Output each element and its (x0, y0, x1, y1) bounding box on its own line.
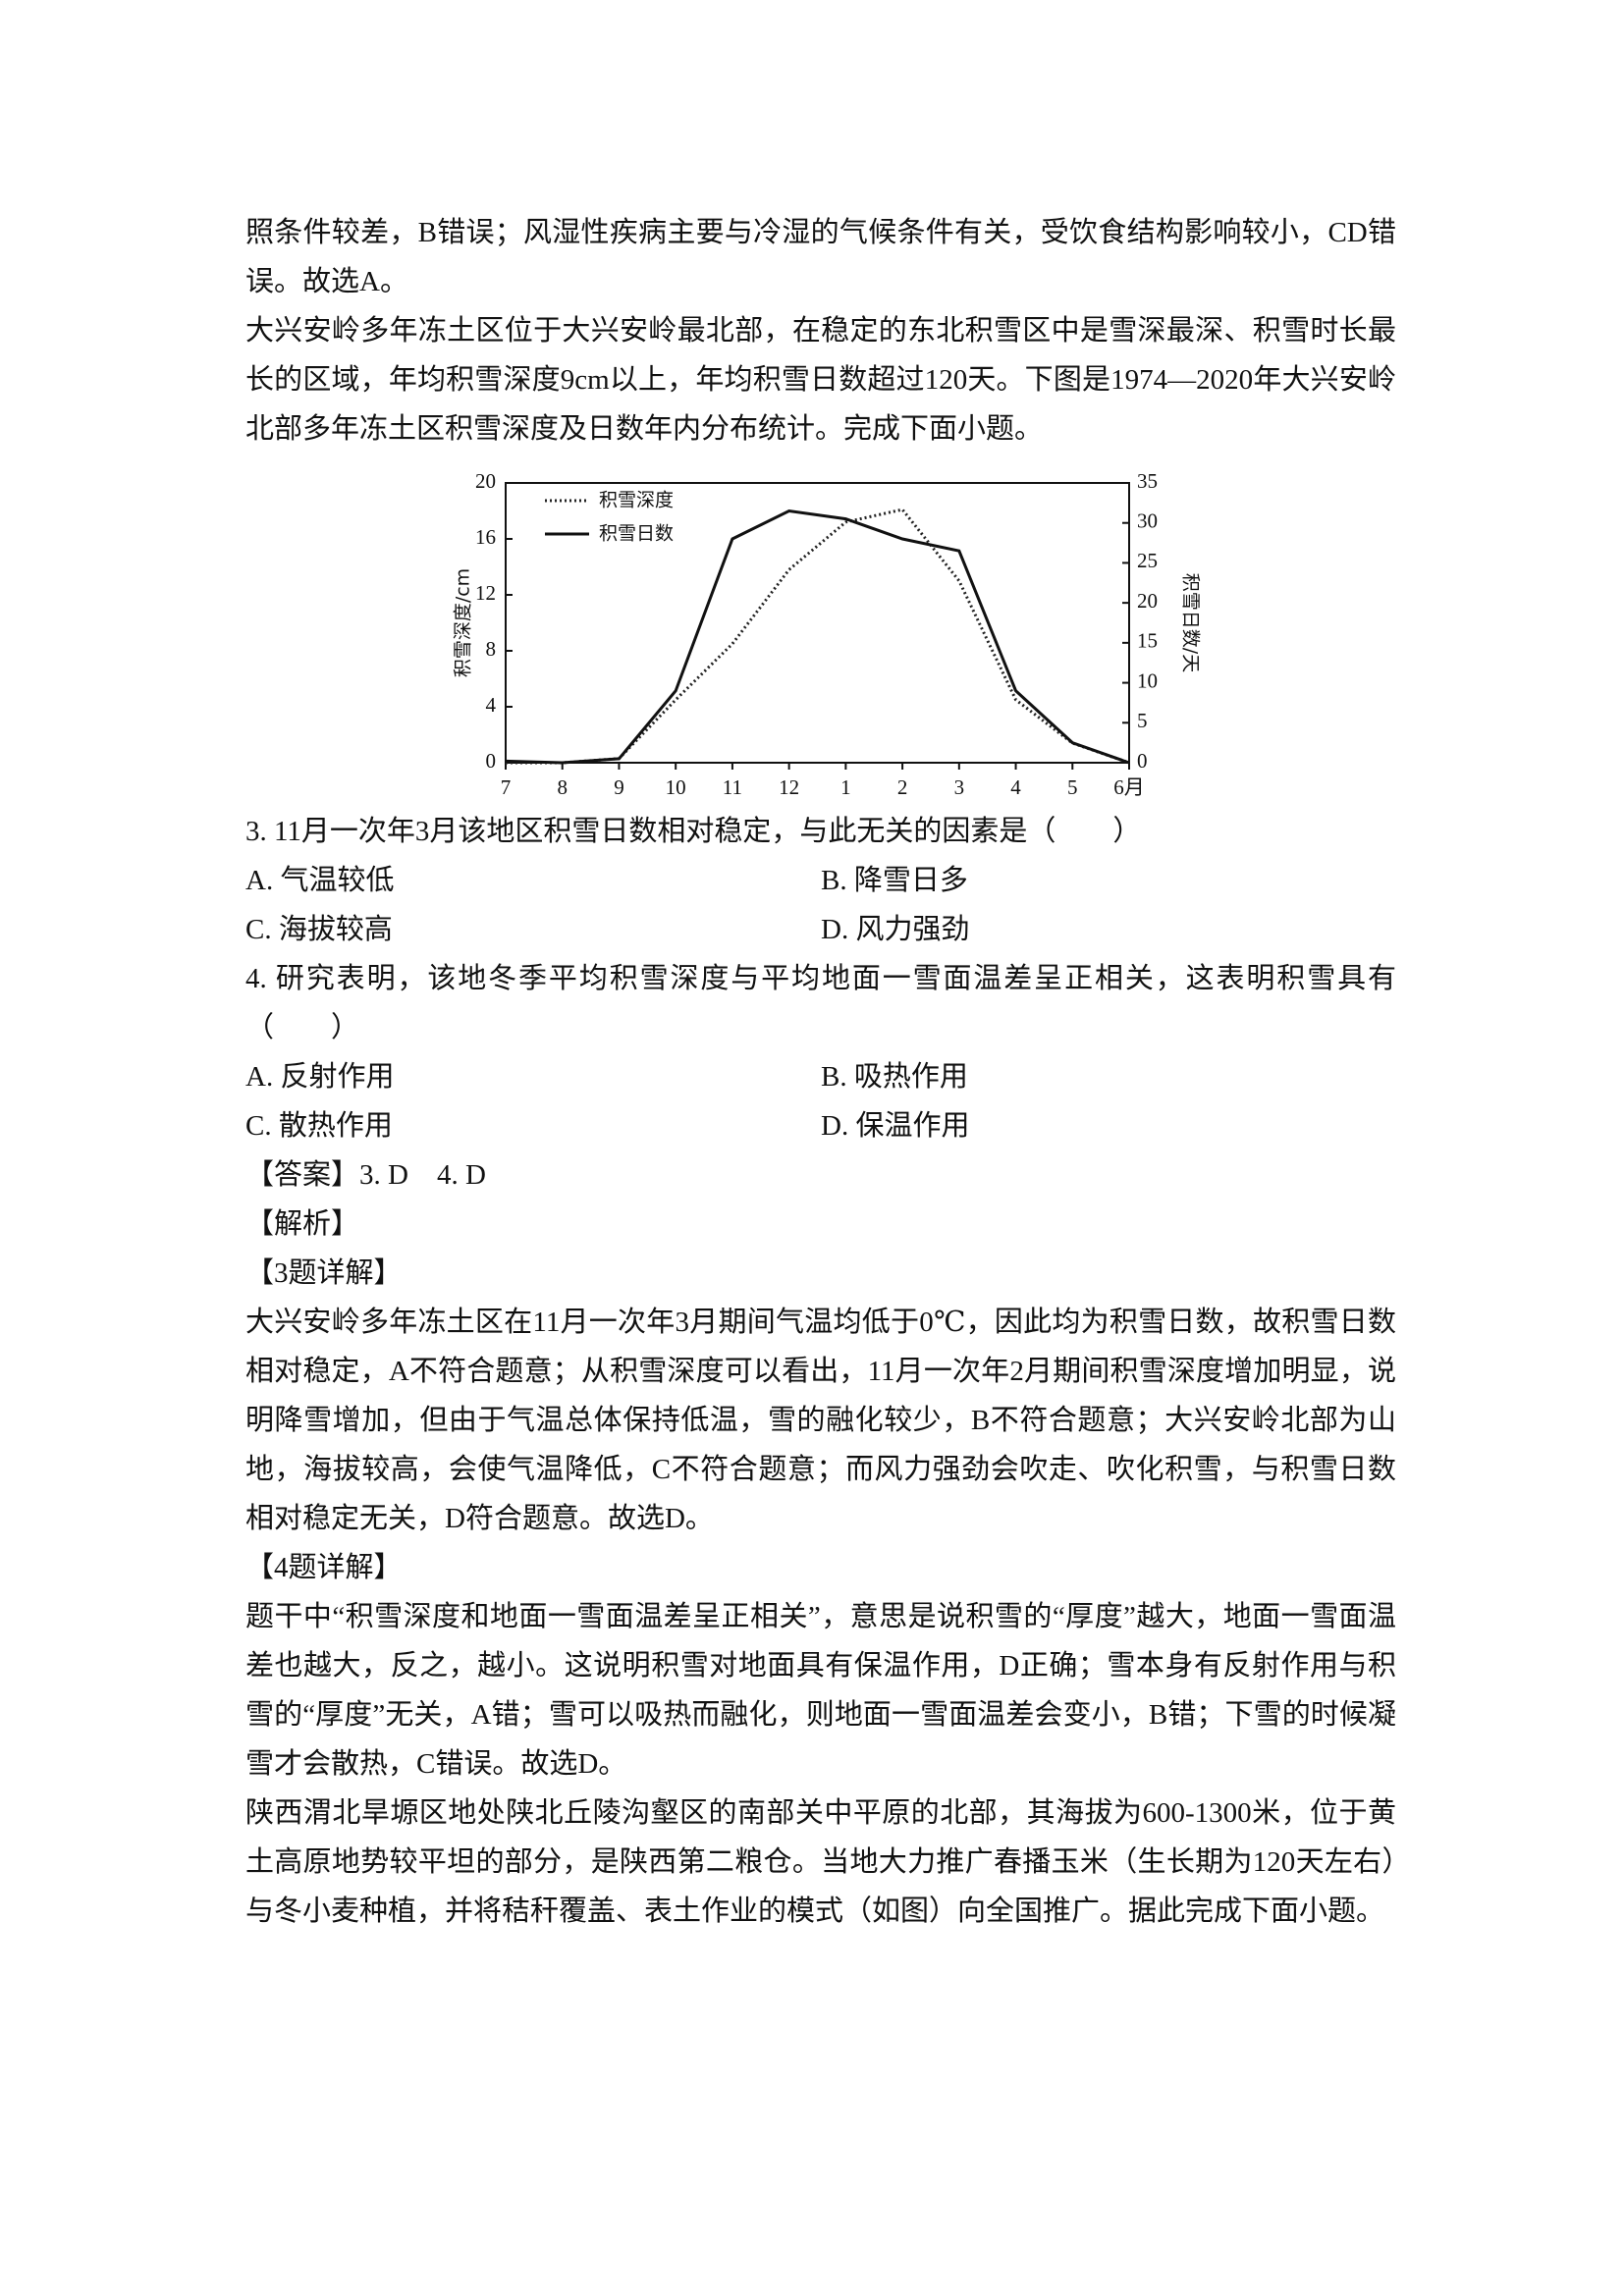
y2-tick-label: 5 (1137, 709, 1148, 732)
y-tick-label: 16 (475, 525, 496, 549)
paragraph: 题干中“积雪深度和地面一雪面温差呈正相关”，意思是说积雪的“厚度”越大，地面一雪… (245, 1601, 1396, 1780)
option: A. 气温较低 (245, 865, 395, 896)
x-tick-label: 8 (557, 775, 568, 799)
option: D. 保温作用 (821, 1110, 970, 1142)
x-tick-label: 6月 (1113, 775, 1145, 799)
paragraph: 照条件较差，B错误；风湿性疾病主要与冷湿的气候条件有关，受饮食结构影响较小，CD… (245, 217, 1396, 297)
x-tick-label: 9 (614, 775, 624, 799)
y2-tick-label: 25 (1137, 549, 1158, 572)
option-row: A. 反射作用 B. 吸热作用 (245, 1052, 1396, 1101)
option-row: C. 海拔较高 D. 风力强劲 (245, 905, 1396, 954)
x-tick-label: 1 (840, 775, 851, 799)
paragraph: 大兴安岭多年冻土区在11月一次年3月期间气温均低于0℃，因此均为积雪日数，故积雪… (245, 1307, 1396, 1534)
x-tick-label: 12 (779, 775, 799, 799)
series-line (506, 507, 1130, 765)
x-tick-label: 7 (501, 775, 512, 799)
option: C. 海拔较高 (245, 914, 393, 945)
option: D. 风力强劲 (821, 914, 970, 945)
paragraph: 【4题详解】 (245, 1552, 403, 1583)
legend-label: 积雪日数 (599, 523, 674, 545)
series-line (505, 508, 1130, 765)
plot-frame (505, 482, 1130, 764)
x-tick-label: 10 (666, 775, 686, 799)
x-tick-label: 5 (1067, 775, 1078, 799)
y2-axis-title: 积雪日数/天 (1180, 573, 1202, 672)
y2-tick-label: 30 (1137, 509, 1158, 533)
question-stem: 4. 研究表明，该地冬季平均积雪深度与平均地面一雪面温差呈正相关，这表明积雪具有… (245, 963, 1396, 1043)
x-tick-label: 3 (954, 775, 965, 799)
y-axis-title: 积雪深度/cm (453, 568, 474, 677)
document: 照条件较差，B错误；风湿性疾病主要与冷湿的气候条件有关，受饮食结构影响较小，CD… (245, 208, 1396, 1936)
x-tick-label: 4 (1010, 775, 1021, 799)
paragraph: 【解析】 (245, 1208, 360, 1240)
x-tick-label: 11 (723, 775, 742, 799)
option: C. 散热作用 (245, 1110, 393, 1142)
y-tick-label: 4 (486, 693, 497, 717)
y-tick-label: 20 (475, 469, 496, 493)
y-tick-label: 8 (486, 637, 497, 661)
y2-tick-label: 20 (1137, 589, 1158, 613)
question-stem: 3. 11月一次年3月该地区积雪日数相对稳定，与此无关的因素是（ ） (245, 816, 1142, 847)
y-tick-label: 12 (475, 581, 496, 605)
paragraph: 陕西渭北旱塬区地处陕北丘陵沟壑区的南部关中平原的北部，其海拔为600-1300米… (245, 1797, 1396, 1927)
option-row: C. 散热作用 D. 保温作用 (245, 1101, 1396, 1150)
y2-tick-label: 0 (1137, 749, 1148, 773)
option-row: A. 气温较低 B. 降雪日多 (245, 856, 1396, 905)
paragraph: 【答案】3. D 4. D (245, 1159, 486, 1191)
y2-tick-label: 35 (1137, 469, 1158, 493)
option: A. 反射作用 (245, 1061, 395, 1093)
legend-label: 积雪深度 (599, 490, 674, 511)
y-tick-label: 0 (486, 749, 497, 773)
y2-tick-label: 15 (1137, 629, 1158, 653)
paragraph: 【3题详解】 (245, 1257, 403, 1289)
paragraph: 大兴安岭多年冻土区位于大兴安岭最北部，在稳定的东北积雪区中是雪深最深、积雪时长最… (245, 315, 1396, 445)
option: B. 降雪日多 (821, 865, 968, 896)
y2-tick-label: 10 (1137, 668, 1158, 692)
option: B. 吸热作用 (821, 1061, 968, 1093)
x-tick-label: 2 (897, 775, 908, 799)
